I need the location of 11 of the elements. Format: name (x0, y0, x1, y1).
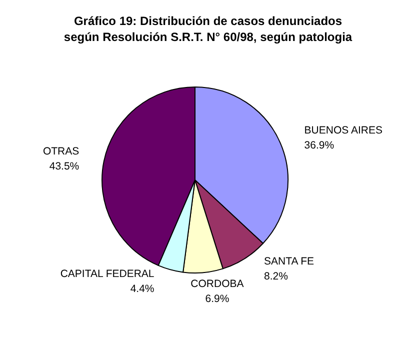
slice-label: SANTA FE (264, 255, 314, 268)
slice-label: CAPITAL FEDERAL (60, 268, 154, 280)
slice-label: BUENOS AIRES (304, 124, 382, 137)
data-label: 36.9% (304, 140, 334, 152)
slice-label: OTRAS (42, 145, 80, 158)
chart-title: Gráfico 19: Distribución de casos denunciados según Resolución S.R.T. N° 60/98, según patologia (64, 14, 352, 44)
data-label: 8.2% (264, 270, 288, 282)
slice-label: CORDOBA (190, 278, 244, 290)
data-label: 4.4% (130, 282, 154, 295)
data-label: 43.5% (49, 160, 80, 172)
data-label: 6.9% (205, 293, 230, 306)
